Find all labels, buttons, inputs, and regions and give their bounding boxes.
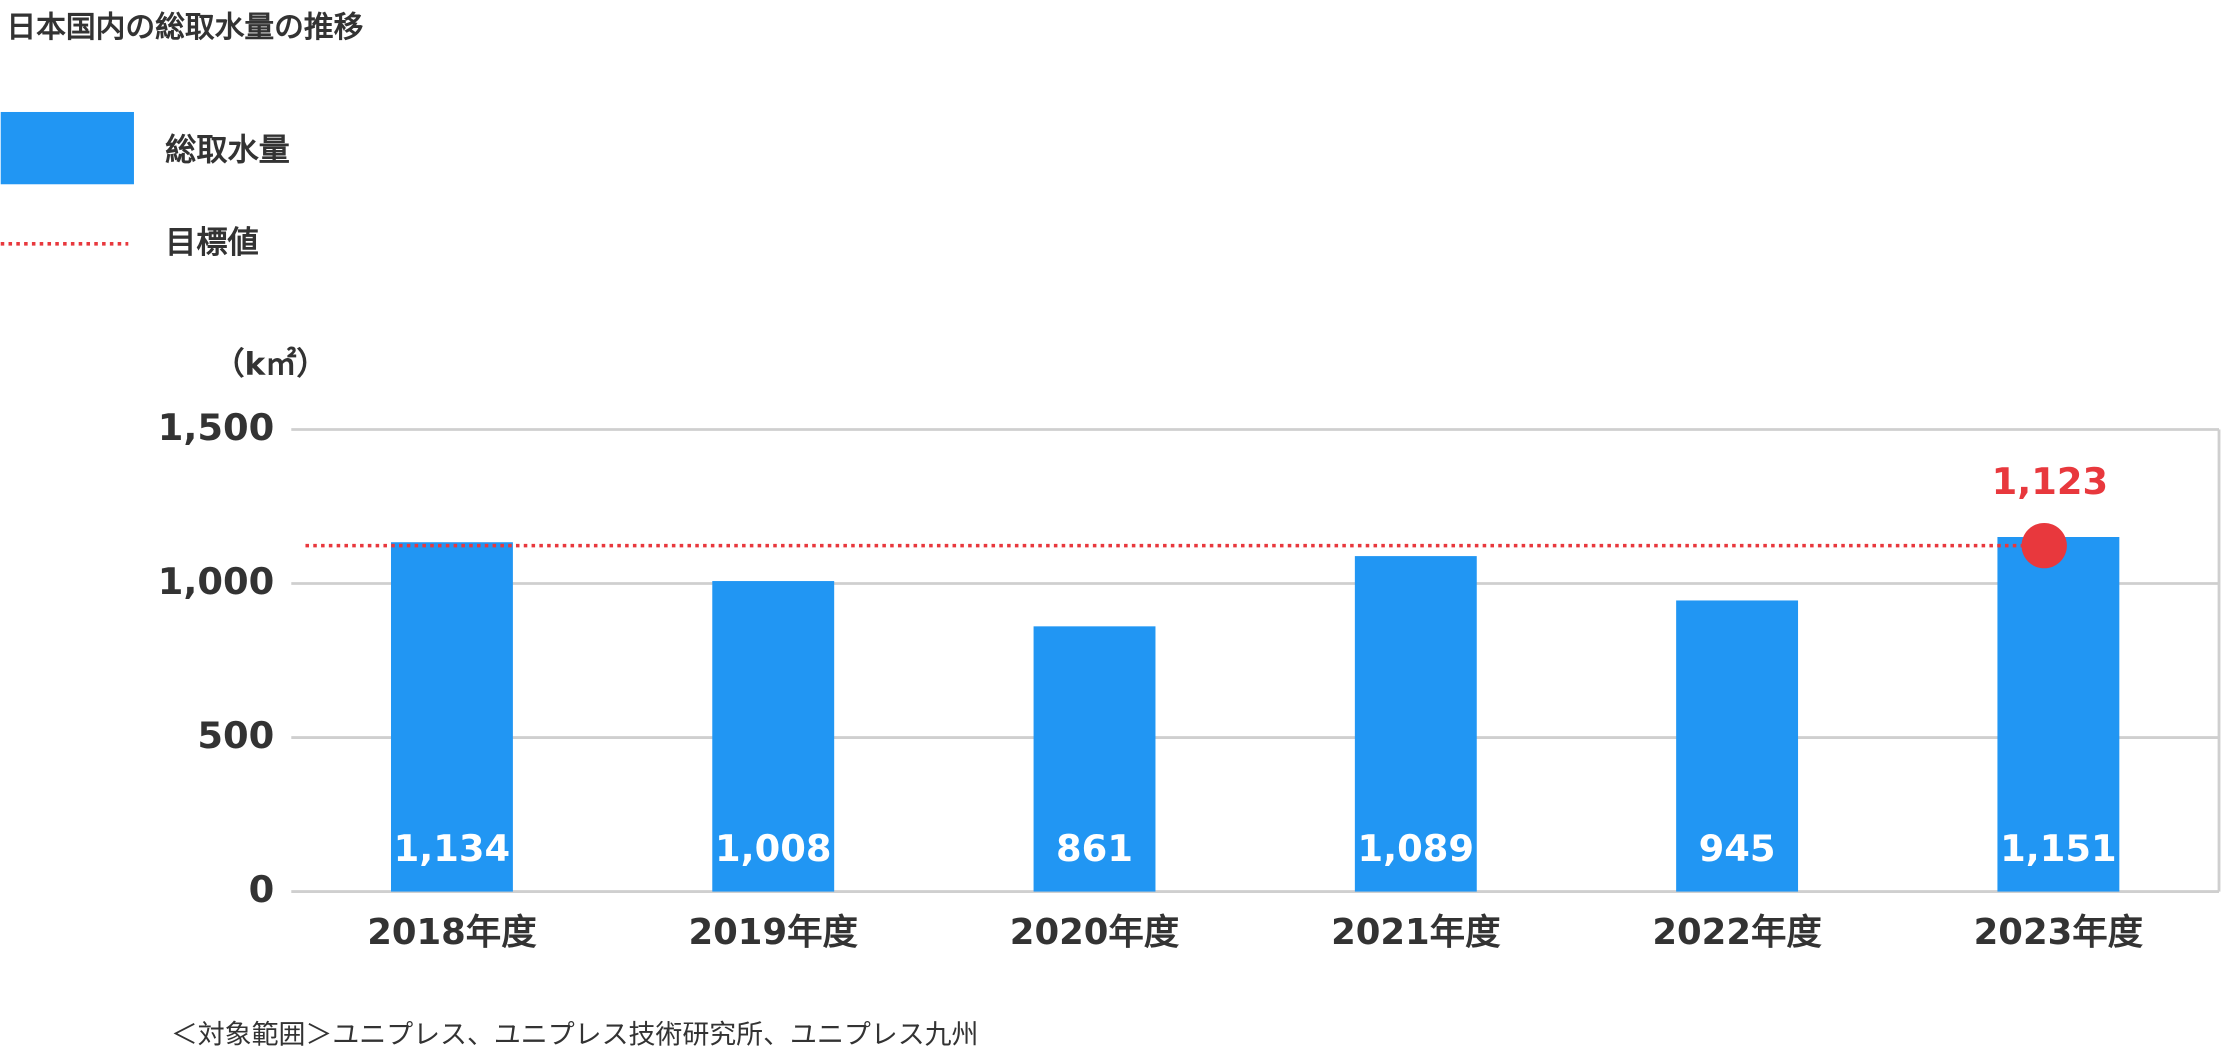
bar bbox=[1354, 556, 1477, 892]
bar bbox=[1033, 626, 1156, 892]
x-tick-label: 2020年度 bbox=[1010, 912, 1180, 953]
x-tick-label: 2018年度 bbox=[367, 912, 537, 953]
chart-title: 日本国内の総取水量の推移 bbox=[6, 10, 363, 45]
y-tick-label: 1,500 bbox=[158, 406, 275, 449]
value-label: 945 bbox=[1699, 827, 1776, 870]
value-label: 1,008 bbox=[715, 827, 832, 870]
y-tick-label: 0 bbox=[249, 868, 275, 911]
bar bbox=[712, 581, 835, 892]
target-marker bbox=[2021, 522, 2067, 569]
x-tick-label: 2021年度 bbox=[1331, 912, 1501, 953]
footnote: ＜対象範囲＞ユニプレス、ユニプレス技術研究所、ユニプレス九州 bbox=[171, 1020, 979, 1051]
legend-swatch bbox=[0, 111, 134, 185]
value-label: 1,089 bbox=[1358, 827, 1475, 870]
value-label: 1,151 bbox=[2000, 827, 2117, 870]
unit-label: （k㎡） bbox=[213, 347, 327, 383]
bar bbox=[1676, 600, 1799, 892]
x-tick-label: 2022年度 bbox=[1652, 912, 1822, 953]
legend-label: 目標値 bbox=[165, 225, 259, 261]
x-tick-label: 2023年度 bbox=[1974, 912, 2144, 953]
legend-label: 総取水量 bbox=[165, 133, 290, 169]
bar bbox=[1997, 536, 2120, 892]
bar bbox=[390, 542, 513, 892]
x-tick-label: 2019年度 bbox=[689, 912, 859, 953]
y-tick-label: 1,000 bbox=[158, 560, 275, 603]
y-tick-label: 500 bbox=[197, 714, 274, 757]
target-label: 1,123 bbox=[1992, 460, 2109, 503]
value-label: 1,134 bbox=[394, 827, 511, 870]
value-label: 861 bbox=[1056, 827, 1133, 870]
